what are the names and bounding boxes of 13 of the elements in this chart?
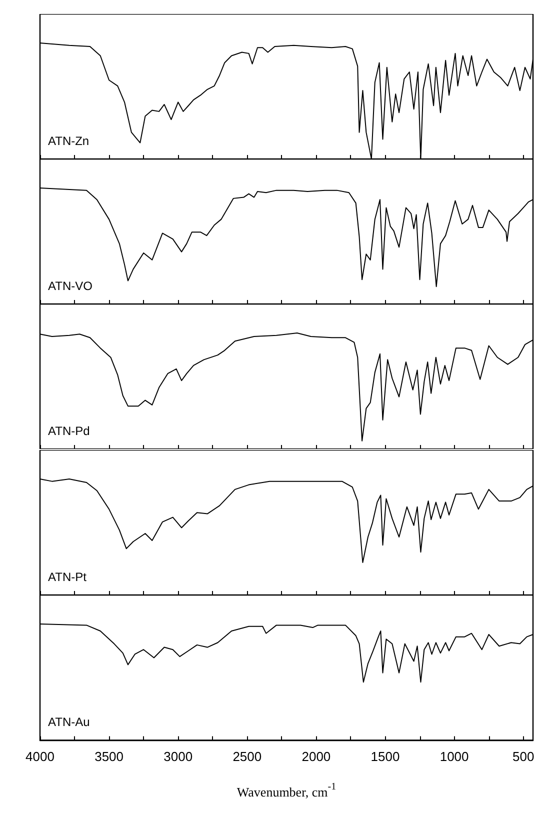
text: ATN-Zn (48, 134, 90, 148)
text: ATN-VO (48, 279, 92, 294)
x-tick-label: 2000 (302, 748, 331, 764)
x-tick-label: 3500 (94, 748, 124, 764)
x-tick-label: 4000 (26, 748, 54, 764)
x-tick-label: 1500 (370, 748, 400, 764)
text: ATN-Pt (48, 570, 88, 584)
x-tick-label: 2500 (232, 748, 262, 764)
text: ATN-Pd (48, 424, 90, 439)
x-tick-label: 3000 (164, 748, 193, 764)
x-tick-label: 500 (512, 748, 534, 764)
x-tick-label: 1000 (440, 748, 469, 764)
text: ATN-Au (48, 714, 90, 729)
